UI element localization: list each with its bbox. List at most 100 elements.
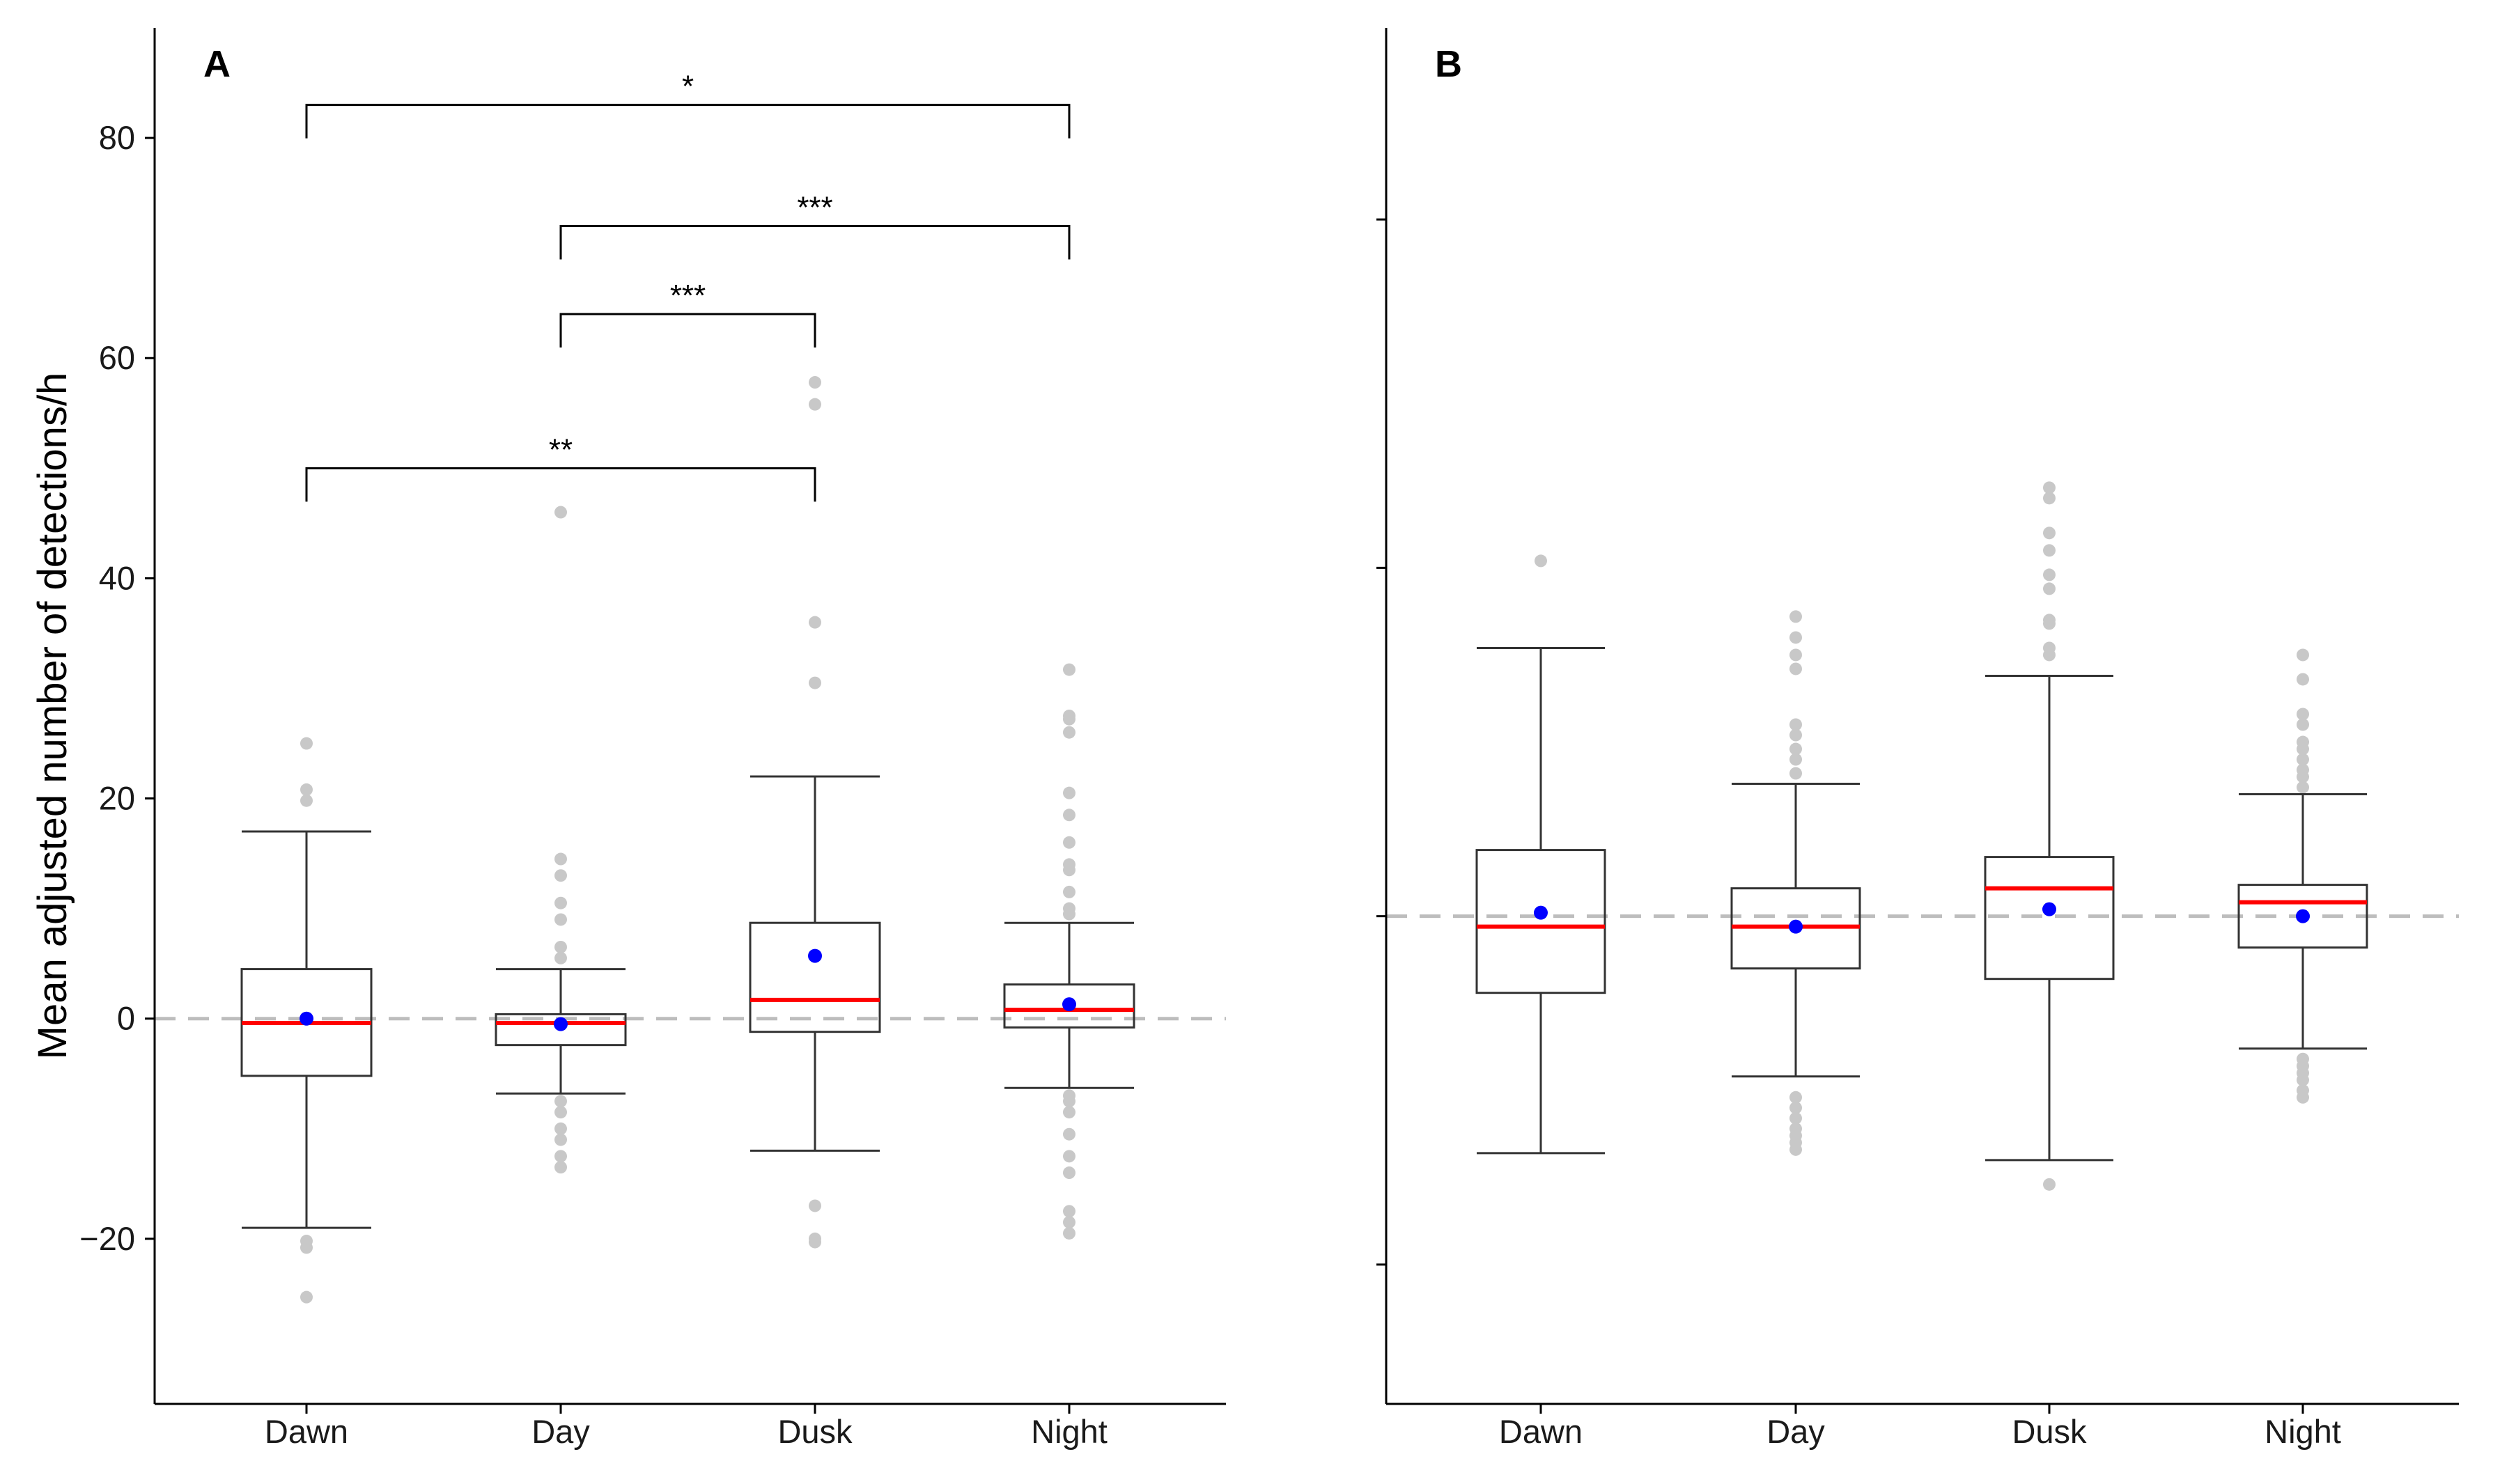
iqr-box xyxy=(1984,856,2115,981)
outlier-point xyxy=(554,951,567,964)
mean-point xyxy=(1062,997,1076,1012)
iqr-box xyxy=(749,921,881,1033)
panel-label: B xyxy=(1435,43,1462,85)
iqr-box xyxy=(2237,884,2368,949)
box-day xyxy=(1730,610,1861,1156)
outlier-point xyxy=(2297,1091,2309,1104)
outlier-point xyxy=(1063,885,1075,898)
x-tick-label-dawn: Dawn xyxy=(1499,1413,1583,1450)
x-tick-label-day: Day xyxy=(531,1413,590,1450)
y-tick-label: 60 xyxy=(99,339,135,376)
panel-b: B Dawn Day Dusk Night xyxy=(1376,28,2459,1450)
outlier-point xyxy=(1789,610,1802,623)
significance-bracket: * xyxy=(305,70,1071,139)
y-tick-label: 0 xyxy=(117,1000,135,1037)
outlier-point xyxy=(2043,641,2056,655)
iqr-box xyxy=(1003,983,1135,1029)
box-dawn xyxy=(1475,554,1606,1155)
y-tick-label: −20 xyxy=(79,1220,135,1257)
outlier-point xyxy=(1063,809,1075,822)
x-tick-label-night: Night xyxy=(2265,1413,2341,1450)
outlier-point xyxy=(809,398,821,411)
outlier-point xyxy=(554,1161,567,1174)
significance-bracket: *** xyxy=(559,191,1071,260)
outlier-point xyxy=(1789,742,1802,756)
outlier-point xyxy=(2043,492,2056,505)
outlier-point xyxy=(2297,781,2309,794)
bracket-line xyxy=(559,313,816,348)
outlier-point xyxy=(2297,648,2309,662)
y-tick-label: 80 xyxy=(99,119,135,156)
mean-point xyxy=(1534,905,1548,920)
outlier-point xyxy=(809,376,821,389)
outlier-point xyxy=(1063,836,1075,849)
outlier-point xyxy=(2043,582,2056,595)
outlier-point xyxy=(809,1199,821,1212)
outlier-point xyxy=(2043,1178,2056,1191)
outlier-point xyxy=(809,616,821,629)
x-tick-label-dusk: Dusk xyxy=(777,1413,853,1450)
significance-label: * xyxy=(682,70,694,104)
outlier-point xyxy=(1535,554,1547,568)
outlier-point xyxy=(2297,763,2309,776)
significance-label: ** xyxy=(549,432,573,467)
outlier-point xyxy=(554,896,567,909)
x-tick-label-night: Night xyxy=(1031,1413,1108,1450)
box-dawn xyxy=(240,737,373,1304)
outlier-point xyxy=(1063,902,1075,915)
outlier-point xyxy=(809,1235,821,1249)
outlier-point xyxy=(554,1133,567,1146)
outlier-point xyxy=(1063,786,1075,799)
x-tick-label-day: Day xyxy=(1766,1413,1825,1450)
outlier-point xyxy=(1789,1143,1802,1156)
outlier-point xyxy=(554,1150,567,1163)
box-dusk xyxy=(749,376,881,1249)
outlier-point xyxy=(2297,708,2309,721)
outlier-point xyxy=(1789,767,1802,780)
significance-label: *** xyxy=(670,279,706,313)
outlier-point xyxy=(2297,718,2309,731)
outlier-point xyxy=(1063,1127,1075,1141)
outlier-point xyxy=(2043,481,2056,494)
box-dusk xyxy=(1984,481,2115,1191)
outlier-point xyxy=(1063,710,1075,722)
outlier-point xyxy=(300,1241,313,1254)
outlier-point xyxy=(1789,1091,1802,1104)
outlier-point xyxy=(1789,753,1802,766)
significance-label: *** xyxy=(797,191,832,225)
outlier-point xyxy=(1063,726,1075,739)
outlier-point xyxy=(300,737,313,750)
outlier-point xyxy=(2297,1073,2309,1086)
outlier-point xyxy=(2043,526,2056,540)
significance-bracket: *** xyxy=(559,279,816,348)
outlier-point xyxy=(2043,614,2056,627)
outlier-point xyxy=(2297,673,2309,686)
outlier-point xyxy=(1789,728,1802,742)
bracket-line xyxy=(559,225,1071,260)
outlier-point xyxy=(1063,1166,1075,1180)
box-night xyxy=(1003,663,1135,1240)
outlier-point xyxy=(2297,735,2309,749)
mean-point xyxy=(1789,919,1803,934)
outlier-point xyxy=(1789,1101,1802,1114)
outlier-point xyxy=(554,506,567,519)
outlier-point xyxy=(2043,544,2056,557)
outlier-point xyxy=(1063,1150,1075,1163)
outlier-point xyxy=(1789,631,1802,644)
outlier-point xyxy=(1063,663,1075,676)
outlier-point xyxy=(1789,648,1802,662)
outlier-point xyxy=(554,869,567,882)
y-axis-title: Mean adjusted number of detections/h xyxy=(30,373,75,1060)
outlier-point xyxy=(554,1095,567,1108)
outlier-point xyxy=(1063,1226,1075,1240)
outlier-point xyxy=(1789,662,1802,675)
outlier-point xyxy=(2043,568,2056,581)
outlier-point xyxy=(554,852,567,866)
bracket-line xyxy=(305,467,816,502)
outlier-point xyxy=(300,783,313,796)
outlier-point xyxy=(1063,1216,1075,1229)
outlier-point xyxy=(300,794,313,807)
mean-point xyxy=(2042,902,2056,916)
outlier-point xyxy=(1063,858,1075,871)
